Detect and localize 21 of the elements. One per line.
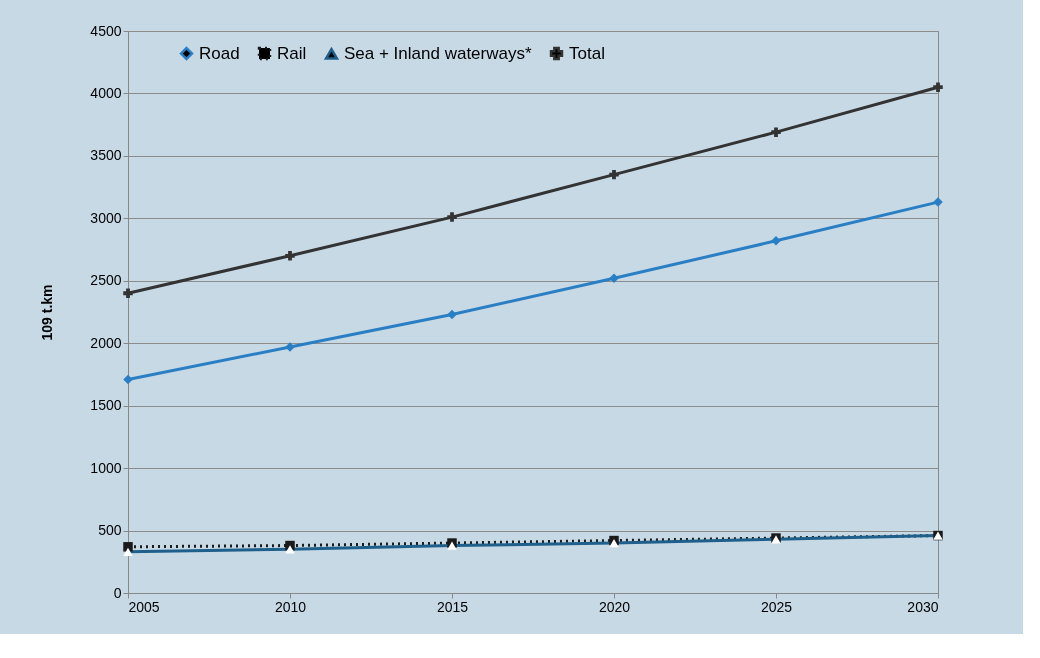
x-tick-label: 2025 (760, 598, 793, 615)
y-tick-label: 0 (113, 584, 122, 601)
y-tick-label: 2500 (90, 272, 122, 289)
x-tick-label: 2020 (598, 598, 631, 615)
legend-label: Total (569, 43, 605, 63)
y-tick-label: 1500 (90, 397, 122, 414)
y-tick-label: 4500 (90, 22, 122, 39)
y-tick-label: 4000 (90, 84, 122, 101)
legend-label: Sea + Inland waterways* (344, 43, 532, 63)
y-tick-label: 2000 (90, 334, 122, 351)
x-tick-label: 2010 (274, 598, 307, 615)
y-tick-label: 1000 (90, 459, 122, 476)
legend-label: Rail (277, 43, 307, 63)
x-tick-label: 2005 (128, 598, 160, 615)
y-tick-label: 500 (98, 522, 122, 539)
x-tick-label: 2030 (907, 598, 939, 615)
legend-label: Road (199, 43, 240, 63)
y-tick-label: 3500 (90, 147, 122, 164)
y-axis-title: 109 t.km (39, 284, 56, 341)
y-tick-label: 3000 (90, 209, 122, 226)
x-tick-label: 2015 (436, 598, 469, 615)
